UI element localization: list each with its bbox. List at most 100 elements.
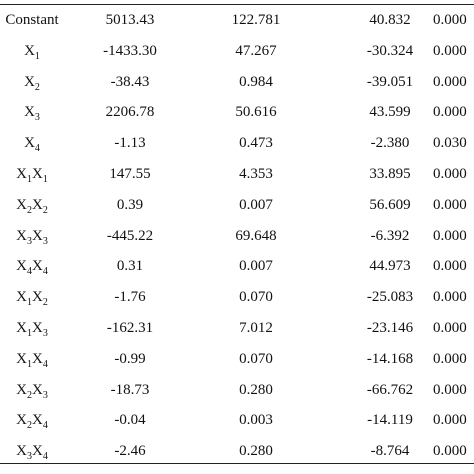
- row-label: X3X3: [16, 227, 48, 247]
- cell-value: 56.609: [369, 196, 411, 213]
- subscript: 2: [27, 389, 32, 401]
- cell-value: 0.31: [116, 258, 144, 275]
- cell-value: 0.030: [433, 135, 467, 152]
- cell-value: 0.984: [239, 73, 273, 90]
- variable: X: [32, 227, 43, 244]
- subscript: 3: [42, 328, 48, 339]
- variable: X: [32, 443, 43, 460]
- cell-value: 0.000: [433, 381, 467, 398]
- cell-value: 0.280: [239, 443, 273, 460]
- variable: X: [16, 320, 27, 336]
- row-label: X2X2: [16, 196, 48, 216]
- subscript: 4: [27, 266, 32, 278]
- variable: X: [24, 135, 35, 152]
- subscript: 4: [42, 451, 48, 463]
- variable: X: [16, 196, 27, 213]
- variable: X: [32, 381, 43, 398]
- cell-value: -2.46: [114, 443, 146, 460]
- cell-value: -8.764: [370, 443, 410, 460]
- cell-value: 5013.43: [105, 12, 155, 28]
- cell-value: -445.22: [106, 227, 154, 244]
- variable: X: [32, 412, 43, 429]
- variable: X: [16, 412, 27, 429]
- cell-value: -1.76: [114, 289, 146, 306]
- subscript: 1: [27, 358, 32, 370]
- variable: X: [32, 196, 43, 213]
- cell-value: 0.000: [433, 73, 467, 90]
- cell-value: 50.616: [235, 104, 277, 121]
- subscript: 2: [34, 81, 40, 93]
- cell-value: -0.99: [114, 350, 146, 367]
- subscript: 2: [27, 420, 32, 432]
- subscript: 4: [42, 266, 48, 278]
- variable: X: [16, 289, 27, 306]
- cell-value: 40.832: [369, 12, 411, 28]
- cell-value: 0.000: [433, 42, 467, 59]
- cell-value: 47.267: [235, 42, 277, 59]
- cell-value: -25.083: [366, 289, 414, 306]
- cell-value: 0.39: [116, 196, 144, 213]
- subscript: 1: [27, 297, 32, 309]
- subscript: 1: [42, 174, 48, 185]
- cell-value: 0.280: [239, 381, 273, 398]
- variable: X: [24, 73, 35, 90]
- variable: X: [24, 104, 35, 121]
- cell-value: 0.070: [239, 289, 273, 306]
- cell-value: -38.43: [110, 73, 150, 90]
- cell-value: 0.000: [433, 320, 467, 336]
- subscript: 2: [27, 204, 32, 216]
- variable: X: [16, 350, 27, 367]
- cell-value: -66.762: [366, 381, 414, 398]
- cell-value: 0.003: [239, 412, 273, 429]
- cell-value: 0.000: [433, 166, 467, 182]
- variable: X: [16, 381, 27, 398]
- subscript: 3: [27, 451, 32, 463]
- bottom-rule: [0, 463, 474, 464]
- cell-value: 0.000: [433, 104, 467, 121]
- cell-value: -14.119: [367, 412, 413, 429]
- subscript: 2: [42, 204, 48, 216]
- variable: X: [32, 320, 43, 336]
- variable: X: [32, 289, 43, 306]
- cell-value: -39.051: [366, 73, 414, 90]
- cell-value: -18.73: [110, 381, 150, 398]
- row-label: X2: [24, 73, 40, 93]
- cell-value: 0.000: [433, 289, 467, 306]
- cell-value: 0.000: [433, 227, 467, 244]
- cell-value: -1.13: [114, 135, 146, 152]
- cell-value: 0.070: [239, 350, 273, 367]
- row-label: X2X3: [16, 381, 48, 401]
- variable: X: [32, 350, 43, 367]
- variable: X: [16, 258, 27, 275]
- cell-value: 4.353: [239, 166, 273, 182]
- subscript: 2: [42, 297, 48, 309]
- subscript: 3: [27, 235, 32, 247]
- cell-value: 0.000: [433, 350, 467, 367]
- row-label: X1X1: [16, 165, 48, 185]
- variable: X: [16, 227, 27, 244]
- cell-value: 0.000: [433, 196, 467, 213]
- cell-value: 2206.78: [105, 104, 155, 121]
- row-label: Constant: [5, 12, 59, 28]
- cell-value: 0.000: [433, 12, 467, 28]
- cell-value: 44.973: [369, 258, 411, 275]
- subscript: 4: [34, 143, 40, 155]
- cell-value: -1433.30: [103, 42, 157, 59]
- cell-value: 147.55: [109, 166, 151, 182]
- cell-value: -14.168: [366, 350, 414, 367]
- variable: X: [32, 258, 43, 275]
- variable: X: [32, 166, 43, 182]
- cell-value: 122.781: [231, 12, 281, 28]
- cell-value: 0.000: [433, 443, 467, 460]
- row-label: X2X4: [16, 411, 48, 432]
- cell-value: 0.007: [239, 258, 273, 275]
- cell-value: 43.599: [369, 104, 411, 121]
- row-label: X1X2: [16, 288, 48, 309]
- variable: X: [24, 42, 35, 59]
- cell-value: 69.648: [235, 227, 277, 244]
- subscript: 4: [42, 420, 48, 432]
- row-label: X1: [24, 42, 40, 62]
- cell-value: -30.324: [366, 42, 414, 59]
- subscript: 1: [27, 174, 32, 185]
- row-label: X4: [24, 134, 40, 155]
